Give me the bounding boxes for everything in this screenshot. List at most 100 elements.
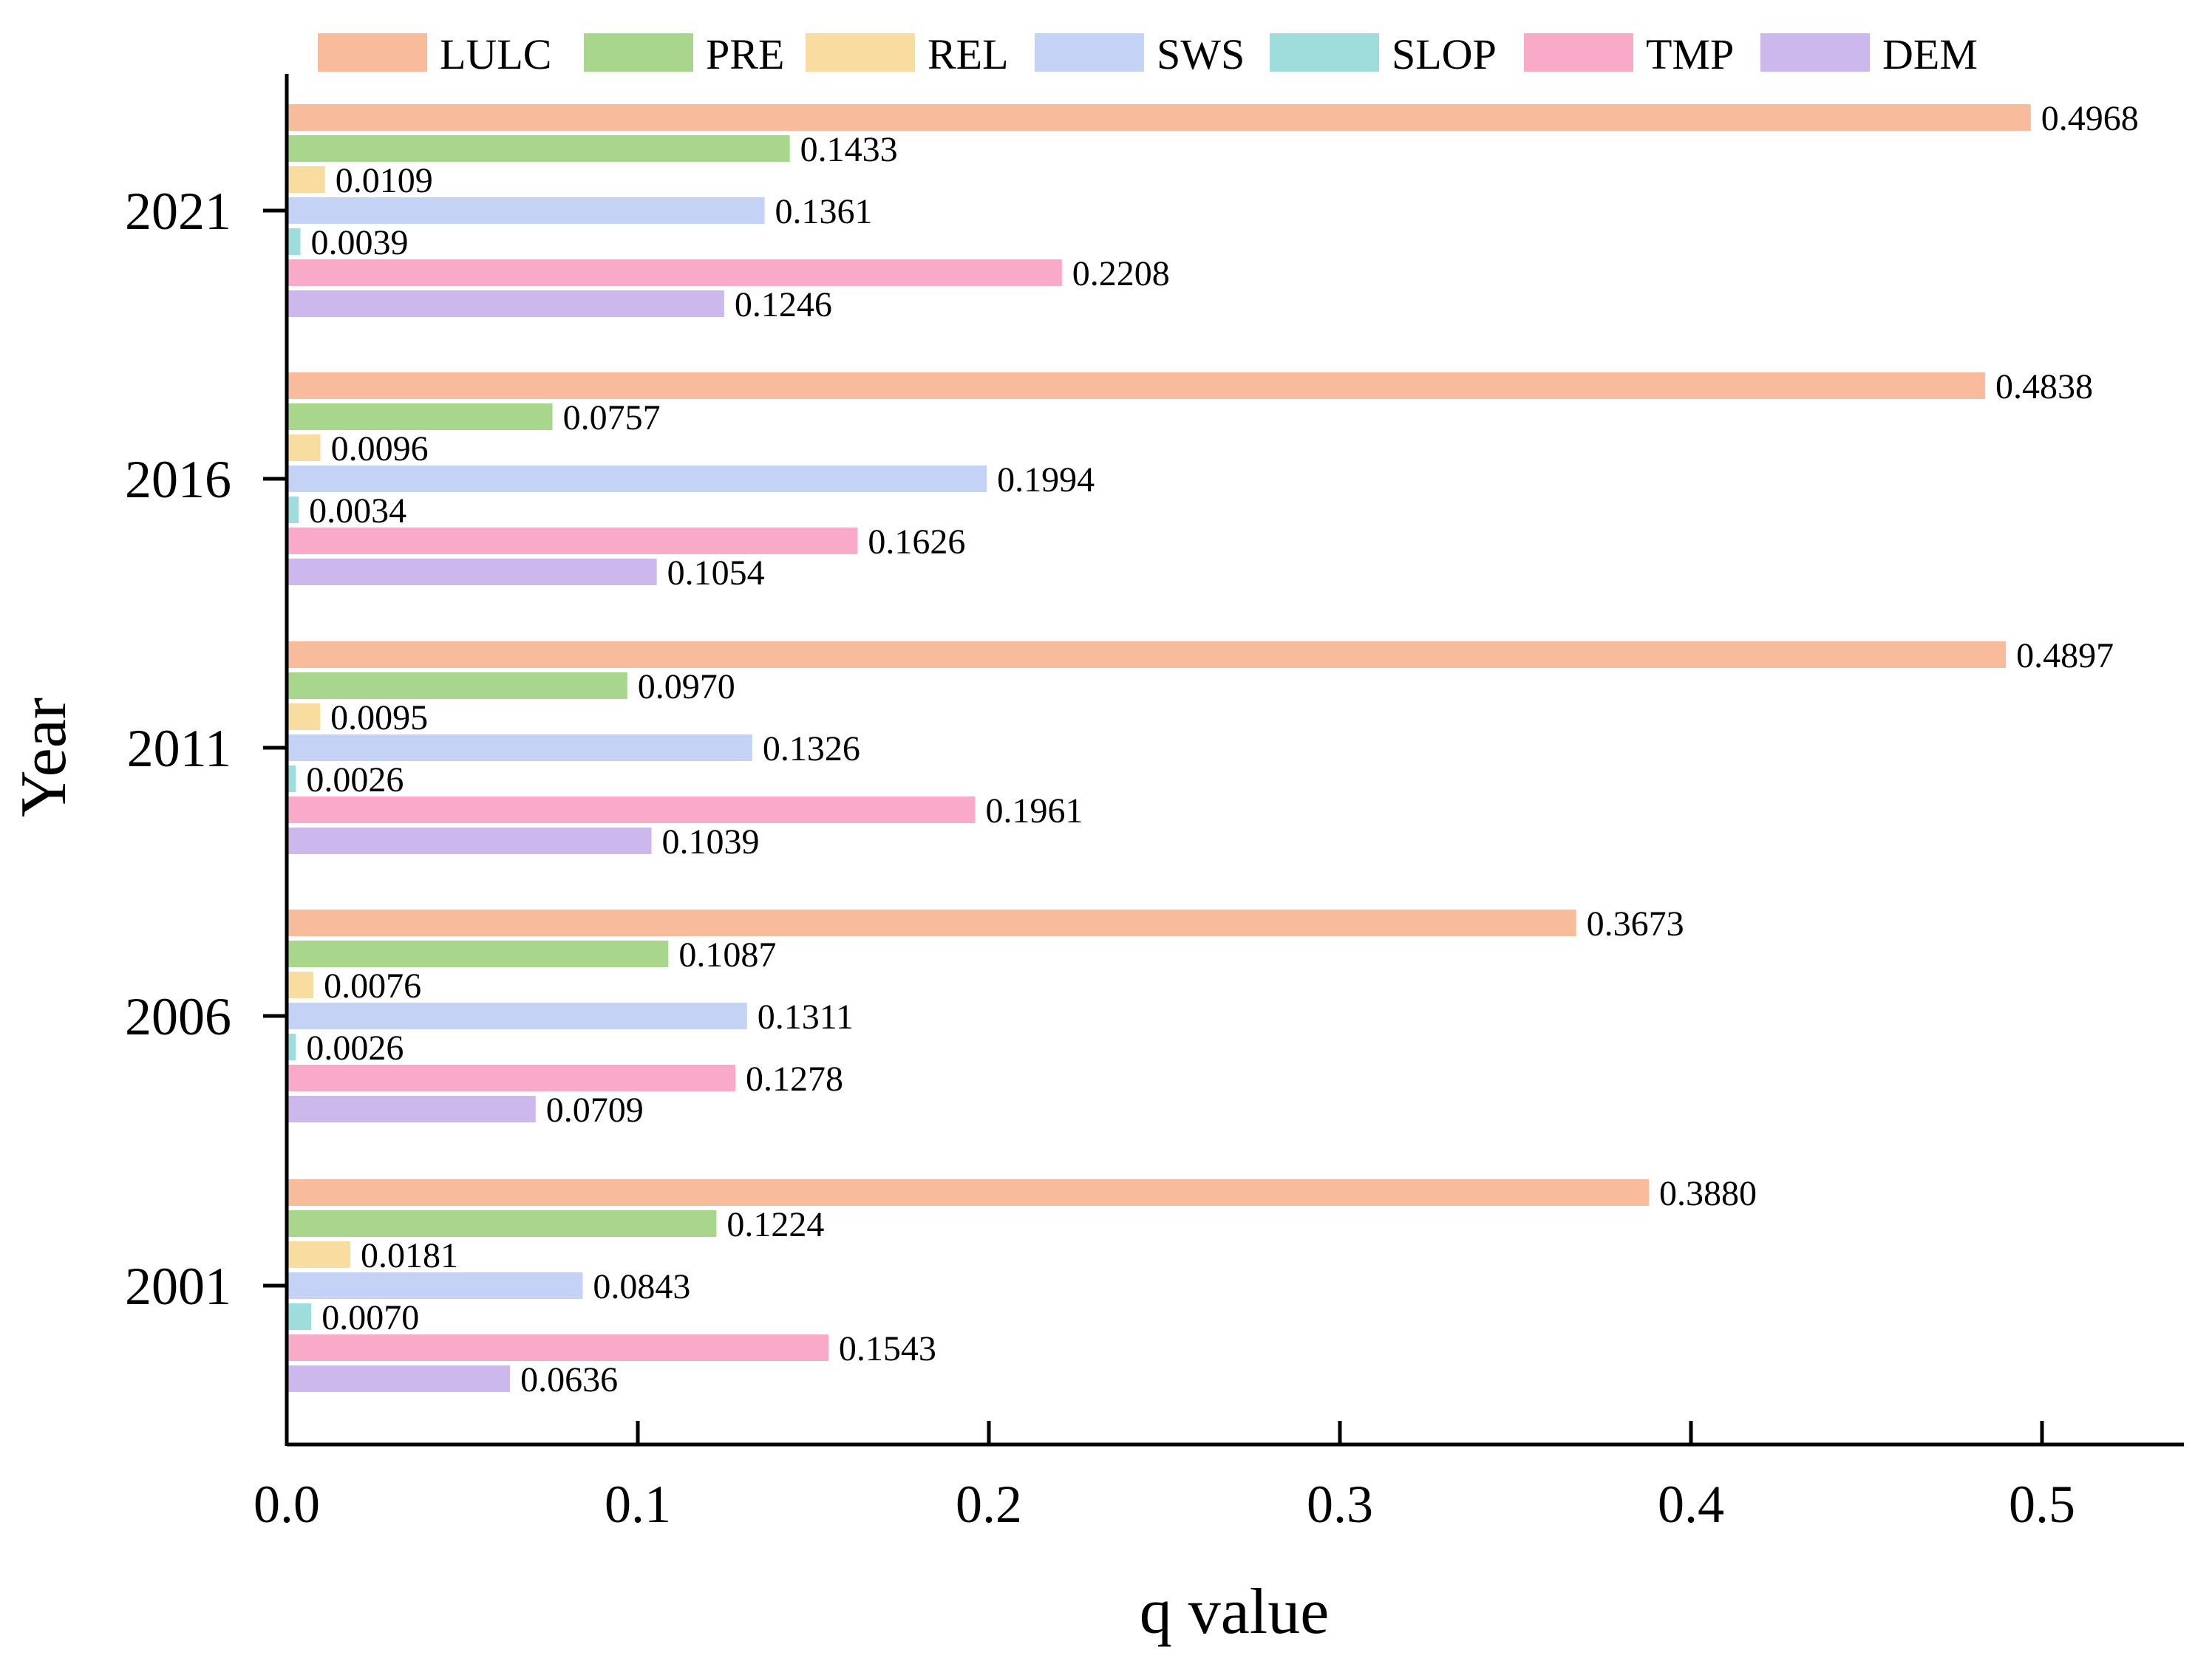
data-label-2006-sws: 0.1311 — [758, 997, 854, 1037]
x-ticks: 0.0 0.1 0.2 0.3 0.4 0.5 — [253, 1421, 2075, 1534]
y-ticks: 2021 2016 2011 2006 2001 — [125, 182, 287, 1316]
bar-2021-lulc — [287, 104, 2031, 131]
data-label-2006-rel: 0.0076 — [324, 966, 421, 1006]
x-tick-label-0-3: 0.3 — [1307, 1475, 1373, 1534]
legend-swatch-slop — [1270, 33, 1379, 72]
data-label-2001-slop: 0.0070 — [321, 1298, 419, 1337]
bar-2011-tmp — [287, 797, 976, 823]
data-label-2011-tmp: 0.1961 — [985, 791, 1083, 830]
data-label-2001-sws: 0.0843 — [593, 1267, 690, 1306]
data-label-2021-slop: 0.0039 — [311, 223, 409, 262]
data-label-2021-lulc: 0.4968 — [2041, 99, 2139, 138]
x-tick-label-0-2: 0.2 — [956, 1475, 1022, 1534]
data-label-2016-dem: 0.1054 — [667, 553, 765, 593]
bar-2011-sws — [287, 734, 752, 761]
data-label-2021-rel: 0.0109 — [336, 161, 433, 200]
data-label-2006-tmp: 0.1278 — [746, 1060, 843, 1099]
bar-2021-slop — [287, 228, 301, 255]
bar-2011-rel — [287, 703, 321, 730]
bar-2011-slop — [287, 765, 296, 792]
data-label-2016-rel: 0.0096 — [331, 429, 429, 468]
data-label-2001-pre: 0.1224 — [726, 1205, 824, 1244]
data-label-2001-lulc: 0.3880 — [1659, 1174, 1757, 1213]
bar-2001-tmp — [287, 1334, 828, 1361]
bar-2006-dem — [287, 1096, 536, 1122]
legend-label-pre: PRE — [706, 30, 784, 78]
legend-label-sws: SWS — [1157, 30, 1245, 78]
legend-swatch-sws — [1035, 33, 1144, 72]
y-tick-label-2016: 2016 — [125, 450, 231, 509]
bar-2021-dem — [287, 290, 724, 317]
legend-label-tmp: TMP — [1646, 30, 1734, 78]
bar-2021-rel — [287, 166, 325, 193]
bar-2001-lulc — [287, 1179, 1649, 1206]
data-label-2006-dem: 0.0709 — [546, 1091, 644, 1130]
bar-2001-dem — [287, 1365, 511, 1392]
axes-group — [285, 74, 2184, 1447]
bar-2001-sws — [287, 1272, 583, 1299]
data-label-2021-tmp: 0.2208 — [1072, 254, 1170, 293]
data-label-2011-pre: 0.0970 — [638, 667, 735, 706]
data-label-2006-pre: 0.1087 — [678, 935, 776, 975]
x-tick-label-0-4: 0.4 — [1658, 1475, 1724, 1534]
x-tick-label-0-5: 0.5 — [2009, 1475, 2075, 1534]
y-tick-label-2021: 2021 — [125, 182, 231, 241]
bar-2016-dem — [287, 559, 657, 585]
data-label-2006-slop: 0.0026 — [306, 1029, 404, 1068]
bar-2006-sws — [287, 1003, 747, 1029]
bar-2011-pre — [287, 672, 627, 699]
data-label-2021-pre: 0.1433 — [800, 130, 898, 169]
data-label-2016-lulc: 0.4838 — [1995, 367, 2093, 406]
data-label-2011-sws: 0.1326 — [763, 729, 860, 768]
bar-2021-pre — [287, 135, 790, 162]
data-label-2016-sws: 0.1994 — [997, 460, 1095, 499]
bar-2016-tmp — [287, 528, 858, 554]
bar-2006-tmp — [287, 1065, 736, 1091]
bar-2016-slop — [287, 497, 299, 523]
y-axis-title: Year — [8, 698, 80, 817]
legend-label-dem: DEM — [1882, 30, 1978, 78]
bar-2006-pre — [287, 941, 669, 967]
data-label-2011-rel: 0.0095 — [330, 698, 428, 737]
bar-2006-slop — [287, 1034, 296, 1060]
data-label-2001-rel: 0.0181 — [361, 1236, 458, 1275]
legend-label-rel: REL — [928, 30, 1009, 78]
data-label-2011-lulc: 0.4897 — [2016, 636, 2114, 675]
legend: LULC PRE REL SWS SLOP TMP DEM — [318, 30, 1978, 78]
bar-2021-tmp — [287, 259, 1062, 286]
bar-2016-rel — [287, 434, 321, 461]
data-label-2016-slop: 0.0034 — [309, 491, 406, 531]
bar-2016-lulc — [287, 372, 1986, 399]
y-tick-label-2001: 2001 — [125, 1257, 231, 1316]
bar-2006-rel — [287, 972, 314, 998]
bar-2016-pre — [287, 403, 553, 430]
data-label-2021-sws: 0.1361 — [775, 192, 872, 231]
legend-swatch-lulc — [318, 33, 427, 72]
x-axis-title: q value — [1140, 1576, 1330, 1648]
bar-2011-dem — [287, 828, 652, 854]
bars-group: 0.4968 0.1433 0.0109 0.1361 0.0039 0.2208 0.12… — [287, 99, 2139, 1399]
data-label-2011-dem: 0.1039 — [662, 822, 760, 862]
bar-2011-lulc — [287, 641, 2007, 668]
legend-swatch-tmp — [1524, 33, 1633, 72]
data-label-2011-slop: 0.0026 — [306, 760, 404, 799]
data-label-2016-tmp: 0.1626 — [868, 522, 965, 562]
data-label-2001-dem: 0.0636 — [520, 1360, 618, 1399]
legend-swatch-rel — [806, 33, 915, 72]
bar-2001-rel — [287, 1241, 350, 1268]
x-tick-label-0-0: 0.0 — [253, 1475, 320, 1534]
x-tick-label-0-1: 0.1 — [605, 1475, 671, 1534]
data-label-2001-tmp: 0.1543 — [839, 1329, 936, 1368]
legend-swatch-pre — [584, 33, 693, 72]
data-label-2021-dem: 0.1246 — [735, 285, 832, 324]
data-label-2016-pre: 0.0757 — [563, 398, 661, 437]
y-tick-label-2006: 2006 — [125, 987, 231, 1046]
y-tick-label-2011: 2011 — [127, 719, 231, 778]
legend-label-slop: SLOP — [1392, 30, 1497, 78]
bar-2001-slop — [287, 1303, 312, 1330]
legend-label-lulc: LULC — [440, 30, 551, 78]
bar-2006-lulc — [287, 910, 1576, 936]
legend-swatch-dem — [1760, 33, 1870, 72]
bar-2001-pre — [287, 1210, 717, 1237]
